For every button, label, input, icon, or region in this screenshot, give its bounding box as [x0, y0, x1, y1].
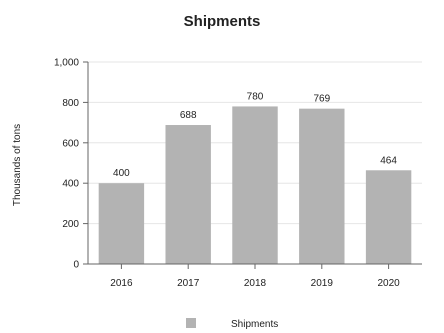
data-label-2019: 769	[313, 94, 330, 105]
y-axis-ticks: 0 200 400 600 800 1,000	[54, 58, 88, 271]
bar-2019	[299, 108, 345, 264]
y-tick-label: 200	[62, 219, 79, 230]
bar-2017	[165, 125, 211, 264]
legend-label: Shipments	[231, 319, 278, 330]
data-label-2020: 464	[380, 155, 397, 166]
data-labels: 400 688 780 769 464	[113, 91, 397, 179]
bar-2016	[98, 183, 145, 264]
data-label-2017: 688	[180, 110, 197, 121]
bar-2018	[232, 106, 278, 264]
bars	[98, 106, 412, 264]
y-tick-label: 400	[62, 179, 79, 190]
y-tick-label: 800	[62, 98, 79, 109]
data-label-2018: 780	[247, 91, 264, 102]
legend-swatch	[186, 318, 196, 328]
x-tick-label-2017: 2017	[177, 278, 200, 289]
y-tick-label: 0	[73, 260, 79, 271]
y-axis-title: Thousands of tons	[12, 124, 23, 206]
bar-2020	[365, 170, 412, 264]
x-tick-label-2020: 2020	[377, 278, 400, 289]
x-tick-label-2018: 2018	[244, 278, 267, 289]
x-tick-label-2016: 2016	[110, 278, 133, 289]
data-label-2016: 400	[113, 168, 130, 179]
legend: Shipments	[186, 318, 278, 330]
chart-title: Shipments	[184, 13, 261, 30]
y-tick-label: 600	[62, 138, 79, 149]
x-axis-ticks: 2016 2017 2018 2019 2020	[110, 264, 400, 289]
y-tick-label: 1,000	[54, 58, 79, 69]
x-tick-label-2019: 2019	[311, 278, 334, 289]
